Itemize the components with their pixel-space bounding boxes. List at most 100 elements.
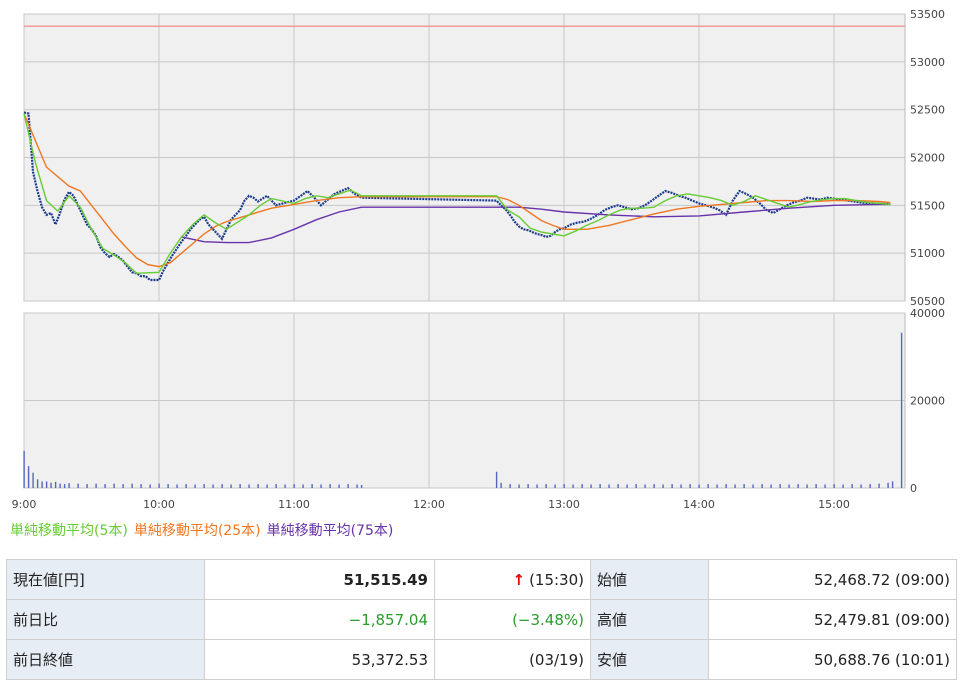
x-tick-label: 10:00 — [143, 498, 175, 511]
volume-bar — [743, 484, 745, 488]
volume-bar — [689, 484, 691, 488]
price-chart-panel: 53500 53000 52500 52000 51500 51000 50500 — [23, 8, 945, 308]
volume-bar — [149, 484, 151, 488]
volume-bar — [131, 483, 133, 488]
current-price-time: (15:30) — [529, 570, 584, 589]
volume-bar — [248, 484, 250, 488]
volume-bar — [257, 484, 259, 488]
volume-bar — [891, 481, 894, 488]
volume-bar — [608, 484, 610, 488]
volume-bar — [347, 484, 349, 488]
volume-bar — [266, 484, 268, 488]
volume-bar — [752, 484, 754, 488]
volume-bar — [239, 484, 241, 488]
volume-bar — [680, 484, 682, 488]
price-y-tick-label: 52500 — [910, 104, 945, 117]
volume-bar — [509, 484, 511, 488]
volume-bar — [518, 484, 520, 488]
x-tick-label: 15:00 — [818, 498, 850, 511]
ma75-line — [181, 203, 891, 244]
volume-bar — [725, 484, 727, 488]
volume-bar — [284, 484, 286, 488]
volume-bar — [86, 484, 88, 488]
volume-bar — [716, 484, 718, 488]
volume-y-tick-label: 20000 — [910, 395, 945, 408]
volume-bar — [860, 484, 862, 488]
volume-bar — [32, 472, 34, 488]
prev-close-label: 前日終値 — [6, 639, 205, 680]
volume-bar — [36, 479, 39, 488]
volume-bar — [698, 484, 700, 488]
open-label: 始値 — [590, 559, 709, 600]
volume-bar — [302, 484, 304, 488]
volume-bar — [23, 450, 25, 488]
quote-row-change: 前日比 −1,857.04 (−3.48%) 高値 52,479.81 (09:… — [6, 599, 957, 640]
volume-bar — [59, 483, 61, 488]
up-arrow-icon: ↑ — [512, 570, 526, 589]
x-tick-label: 11:00 — [278, 498, 310, 511]
volume-bar — [833, 484, 835, 488]
volume-bar — [545, 484, 547, 488]
volume-bar — [338, 484, 340, 488]
volume-bar — [554, 484, 556, 488]
volume-bar — [635, 484, 637, 488]
volume-bar — [68, 483, 70, 488]
volume-bar — [797, 484, 799, 488]
volume-bar — [572, 484, 574, 488]
volume-bar — [167, 484, 169, 488]
volume-bar — [536, 484, 538, 488]
price-y-tick-label: 53500 — [910, 8, 945, 21]
open-value: 52,468.72 (09:00) — [708, 559, 957, 600]
volume-bar — [41, 481, 43, 488]
volume-bar — [590, 484, 592, 488]
x-tick-label: 14:00 — [683, 498, 715, 511]
change-value: −1,857.04 — [204, 599, 435, 640]
volume-bar — [95, 483, 97, 488]
ma25-line — [23, 113, 891, 268]
volume-bar — [887, 482, 889, 488]
volume-bar — [806, 484, 808, 488]
volume-bar — [311, 484, 313, 488]
volume-bar — [500, 482, 502, 488]
current-price-time-cell: ↑ (15:30) — [434, 559, 591, 600]
volume-bar — [194, 484, 196, 488]
legend-ma25: 単純移動平均(25本) — [133, 523, 261, 539]
volume-bar — [900, 332, 903, 488]
x-tick-label: 12:00 — [413, 498, 445, 511]
low-value: 50,688.76 (10:01) — [708, 639, 957, 680]
change-percent: (−3.48%) — [434, 599, 591, 640]
volume-bar — [788, 484, 790, 488]
volume-bar — [50, 482, 52, 488]
volume-y-tick-label: 0 — [910, 482, 917, 495]
high-value: 52,479.81 (09:00) — [708, 599, 957, 640]
volume-bar — [761, 484, 763, 488]
high-label: 高値 — [590, 599, 709, 640]
volume-bar — [185, 484, 187, 488]
price-y-tick-label: 51500 — [910, 199, 945, 212]
volume-bar — [203, 484, 205, 488]
volume-bar — [495, 471, 498, 488]
volume-bar — [104, 484, 106, 488]
volume-bar — [212, 484, 214, 488]
price-y-tick-label: 50500 — [910, 295, 945, 308]
quote-row-current: 現在値[円] 51,515.49 ↑ (15:30) 始値 52,468.72 (… — [6, 559, 957, 600]
volume-bar — [293, 484, 295, 488]
price-y-tick-label: 51000 — [910, 247, 945, 260]
volume-bar — [842, 484, 844, 488]
current-price-label: 現在値[円] — [6, 559, 205, 600]
volume-bar — [869, 484, 871, 488]
prev-close-value: 53,372.53 — [204, 639, 435, 680]
volume-bar — [45, 481, 48, 488]
volume-bar — [527, 484, 529, 488]
volume-bar — [176, 484, 178, 488]
volume-bar — [824, 484, 826, 488]
volume-bar — [779, 484, 781, 488]
prev-close-date: (03/19) — [434, 639, 591, 680]
quote-table: 現在値[円] 51,515.49 ↑ (15:30) 始値 52,468.72 (… — [6, 559, 957, 680]
volume-bar — [626, 484, 628, 488]
x-tick-label: 13:00 — [548, 498, 580, 511]
low-label: 安値 — [590, 639, 709, 680]
volume-bar — [653, 484, 655, 488]
volume-bar — [770, 484, 772, 488]
volume-bar — [54, 481, 57, 488]
